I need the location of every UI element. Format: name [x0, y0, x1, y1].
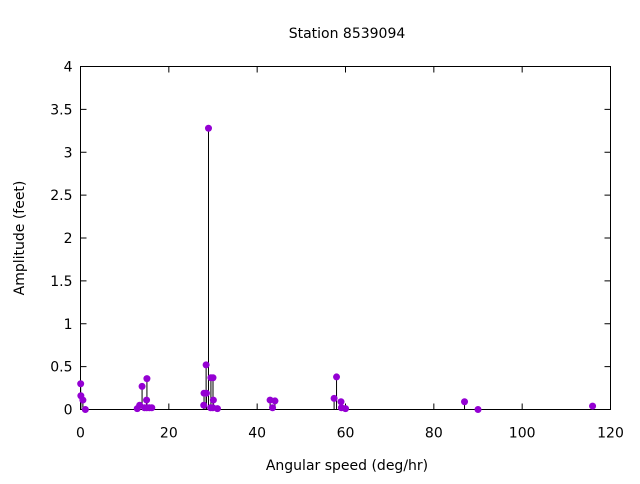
x-tick-label: 80: [425, 426, 443, 442]
data-point: [333, 373, 341, 381]
data-point: [202, 389, 210, 397]
y-axis-label: Amplitude (feet): [12, 181, 28, 296]
data-point: [138, 382, 146, 390]
x-axis-label: Angular speed (deg/hr): [266, 458, 428, 474]
y-tick-label: 1.5: [50, 274, 72, 290]
y-tick-label: 1: [64, 317, 73, 333]
x-tick-label: 60: [337, 426, 355, 442]
y-tick-label: 3.5: [50, 102, 72, 118]
data-point: [202, 361, 210, 369]
data-marks: [77, 124, 597, 413]
data-point: [143, 375, 151, 383]
x-tick-label: 100: [509, 426, 536, 442]
plot-frame: [80, 66, 611, 410]
y-tick-label: 2: [64, 231, 73, 247]
data-point: [209, 374, 217, 382]
y-tick-label: 3: [64, 145, 73, 161]
y-tick-label: 0.5: [50, 360, 72, 376]
data-point: [342, 405, 349, 413]
data-point: [148, 404, 156, 412]
data-point: [200, 401, 208, 409]
data-point: [77, 380, 85, 388]
data-point: [209, 396, 217, 404]
data-point: [271, 397, 279, 405]
data-point: [461, 398, 469, 406]
data-point: [79, 396, 87, 404]
y-tick-label: 2.5: [50, 188, 72, 204]
x-tick-label: 40: [248, 426, 266, 442]
data-point: [330, 394, 338, 402]
data-point: [213, 405, 221, 413]
y-tick-label: 4: [64, 60, 73, 76]
data-point: [204, 124, 212, 132]
data-point: [269, 404, 277, 412]
x-tick-label: 20: [160, 426, 178, 442]
x-axis: 0 20 40 60 80 100 120: [76, 66, 624, 442]
data-point: [589, 402, 597, 410]
data-point: [81, 406, 89, 413]
data-point: [143, 396, 151, 404]
x-tick-label: 120: [597, 426, 624, 442]
data-point: [474, 406, 482, 413]
data-point: [337, 398, 345, 406]
chart-title: Station 8539094: [289, 26, 406, 42]
y-tick-label: 0: [64, 403, 73, 419]
x-tick-label: 0: [76, 426, 85, 442]
y-axis: 0 0.5 1 1.5 2 2.5 3 3.5 4: [50, 60, 611, 419]
